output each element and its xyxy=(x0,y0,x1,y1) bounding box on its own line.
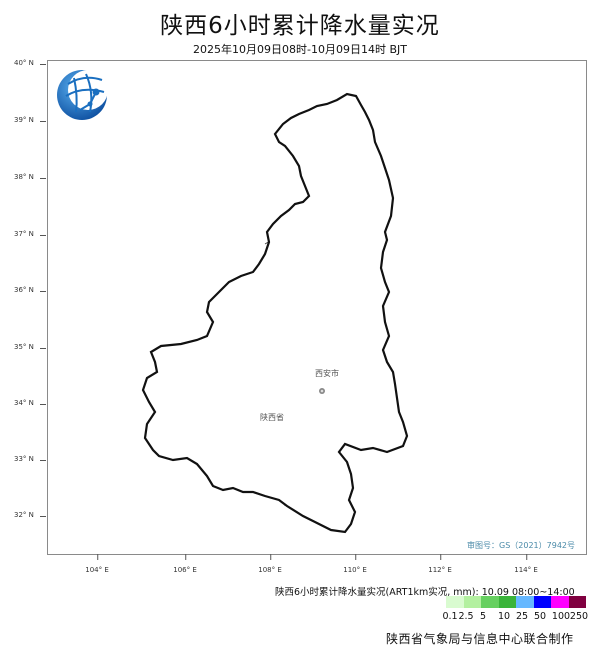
legend-label-6: 100 xyxy=(551,611,571,622)
lon-tick-104: 104° E xyxy=(85,554,109,574)
legend-label-5: 50 xyxy=(533,611,547,622)
lat-tick-32: 32° N xyxy=(14,511,46,519)
lon-tick-110: 110° E xyxy=(343,554,367,574)
lat-tick-39: 39° N xyxy=(14,116,46,124)
lon-tick-114: 114° E xyxy=(514,554,538,574)
legend-label-1: 2.5 xyxy=(458,611,474,622)
map-title: 陕西6小时累计降水量实况 xyxy=(160,13,440,39)
lon-tick-106: 106° E xyxy=(173,554,197,574)
legend-label-2: 5 xyxy=(479,611,487,622)
legend-swatch-7 xyxy=(568,596,586,608)
map-approval-number: 审图号：GS（2021）7942号 xyxy=(467,541,575,550)
lat-tick-37: 37° N xyxy=(14,230,46,238)
legend-label-4: 25 xyxy=(515,611,529,622)
map-subtitle-time-range: 2025年10月09日08时-10月09日14时 BJT xyxy=(193,43,407,56)
legend-label-0: 0.1 xyxy=(442,611,458,622)
legend-labels: 0.1 2.5 5 10 25 50 100 250 xyxy=(442,611,596,623)
precipitation-map: 西安市 陕西省 xyxy=(141,92,409,534)
legend-swatch-2 xyxy=(481,596,499,608)
legend-swatch-6 xyxy=(551,596,569,608)
capital-label: 西安市 xyxy=(315,368,339,378)
meteorological-globe-logo-icon xyxy=(57,70,108,120)
lat-tick-34: 34° N xyxy=(14,399,46,407)
lat-tick-33: 33° N xyxy=(14,455,46,463)
legend-title: 陕西6小时累计降水量实况(ART1km实况, mm): 10.09 08:00~… xyxy=(275,587,575,598)
producer-credit: 陕西省气象局与信息中心联合制作 xyxy=(386,632,574,646)
legend-swatch-5 xyxy=(533,596,551,608)
legend-color-bar xyxy=(446,596,586,608)
map-frame xyxy=(47,60,587,555)
province-label: 陕西省 xyxy=(260,412,284,422)
legend-label-3: 10 xyxy=(497,611,511,622)
lat-tick-35: 35° N xyxy=(14,343,46,351)
lon-tick-108: 108° E xyxy=(258,554,282,574)
legend-swatch-1 xyxy=(463,596,481,608)
lat-tick-36: 36° N xyxy=(14,286,46,294)
legend-swatch-3 xyxy=(498,596,516,608)
legend-swatch-0 xyxy=(446,596,464,608)
lon-tick-112: 112° E xyxy=(428,554,452,574)
legend-label-7: 250 xyxy=(569,611,589,622)
lat-tick-40: 40° N xyxy=(14,59,46,67)
legend-swatch-4 xyxy=(516,596,534,608)
lat-tick-38: 38° N xyxy=(14,173,46,181)
province-border xyxy=(141,92,409,534)
